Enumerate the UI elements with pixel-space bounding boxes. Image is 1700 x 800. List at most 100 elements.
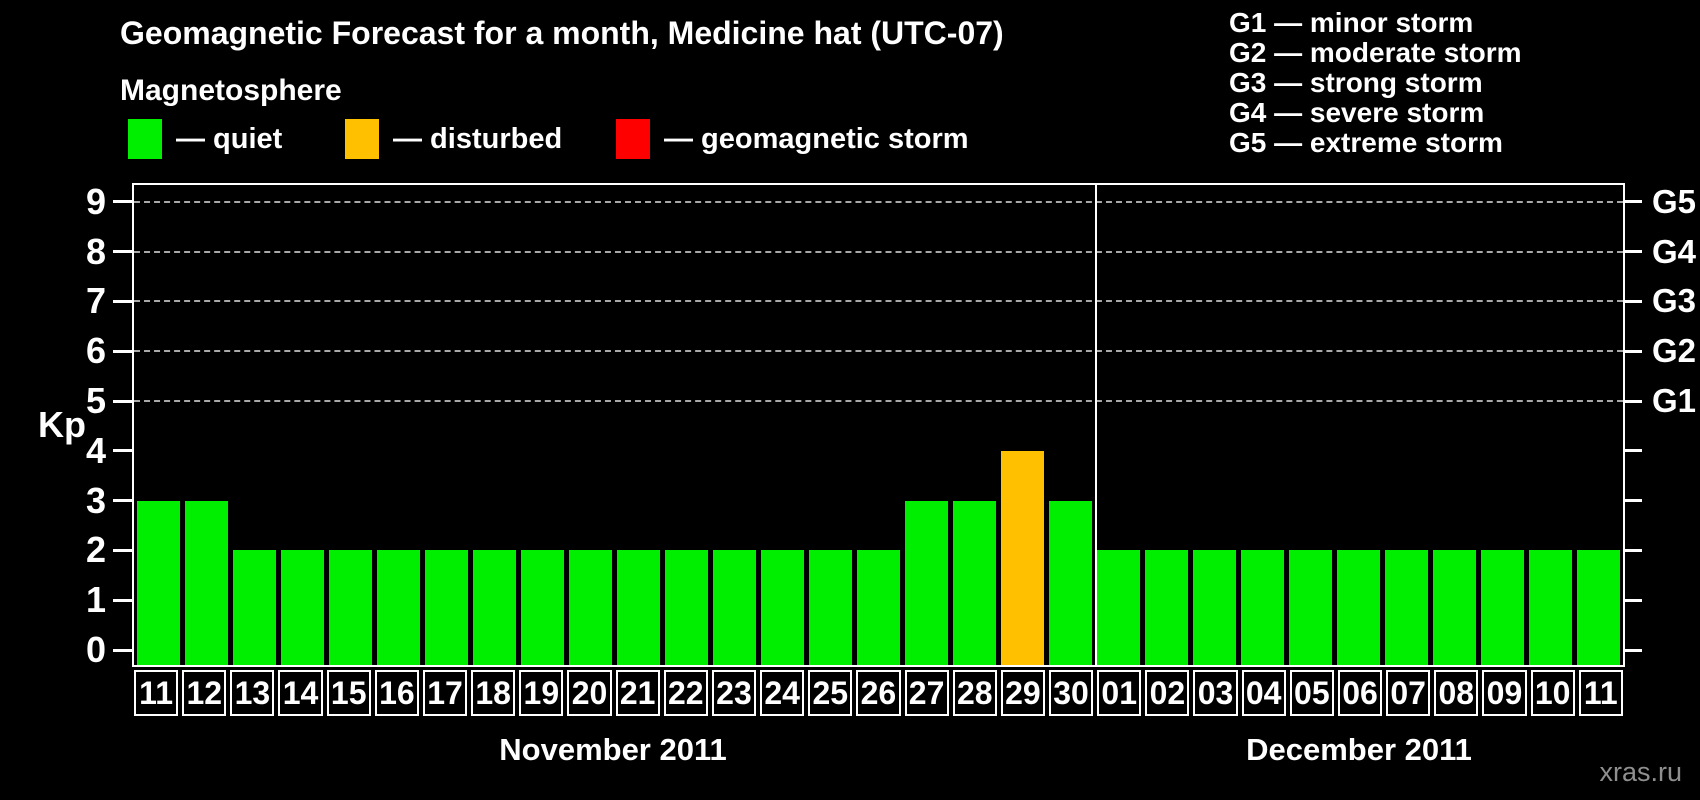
bar-november-13 <box>232 550 276 665</box>
bar-november-15 <box>328 550 372 665</box>
g-scale-legend-item-g3: G3 — strong storm <box>1229 67 1483 98</box>
y-axis-tick-3 <box>113 499 132 503</box>
y-axis-tick-8 <box>113 250 132 254</box>
right-axis-label-g4: G4 <box>1652 232 1697 270</box>
y-axis-tick-5 <box>113 399 132 403</box>
right-axis-label-g3: G3 <box>1652 282 1697 320</box>
day-label-december-03: 03 <box>1193 670 1238 716</box>
chart-title: Geomagnetic Forecast for a month, Medici… <box>120 15 1004 51</box>
day-label-november-17: 17 <box>422 670 468 716</box>
bar-december-06 <box>1337 550 1381 665</box>
legend-item-storm-label: — geomagnetic storm <box>664 122 969 155</box>
bar-november-23 <box>712 550 756 665</box>
legend-item-disturbed: — disturbed <box>345 119 562 159</box>
magnetosphere-legend-title: Magnetosphere <box>120 74 342 107</box>
day-label-november-13: 13 <box>230 670 275 716</box>
bar-november-12 <box>184 500 228 665</box>
right-axis-tick-2 <box>1623 548 1642 552</box>
right-axis-tick-5 <box>1623 399 1642 403</box>
bar-november-16 <box>376 550 420 665</box>
bar-december-10 <box>1529 550 1573 665</box>
day-label-december-09: 09 <box>1482 670 1527 716</box>
bar-november-22 <box>664 550 708 665</box>
y-axis-label-8: 8 <box>85 230 106 272</box>
bar-november-25 <box>808 550 852 665</box>
bar-november-11 <box>136 500 180 665</box>
bar-december-03 <box>1193 550 1237 665</box>
y-axis-label-4: 4 <box>85 429 106 471</box>
storm-color-swatch <box>616 119 650 159</box>
day-label-november-30: 30 <box>1048 670 1094 716</box>
disturbed-color-swatch <box>345 119 379 159</box>
day-label-november-11: 11 <box>134 670 179 716</box>
legend-item-quiet-label: — quiet <box>176 122 283 155</box>
bar-november-24 <box>760 550 804 665</box>
right-axis-label-g1: G1 <box>1652 382 1697 419</box>
day-label-december-07: 07 <box>1386 670 1431 716</box>
y-axis-label-7: 7 <box>85 280 106 322</box>
quiet-color-swatch <box>128 119 162 159</box>
bar-november-28 <box>953 500 997 665</box>
bar-november-14 <box>280 550 324 665</box>
g-scale-legend-item-g4: G4 — severe storm <box>1229 97 1485 128</box>
bars-row <box>134 185 1623 665</box>
right-axis-tick-0 <box>1623 648 1642 652</box>
bar-november-27 <box>905 500 949 665</box>
day-label-november-25: 25 <box>808 670 853 716</box>
y-axis-label-5: 5 <box>85 380 106 421</box>
right-axis-label-g5: G5 <box>1652 182 1697 220</box>
gridline-kp-7 <box>134 300 1623 303</box>
day-label-december-04: 04 <box>1241 670 1286 716</box>
gridline-kp-8 <box>134 250 1623 253</box>
day-label-november-22: 22 <box>663 670 708 716</box>
day-label-december-06: 06 <box>1337 670 1383 716</box>
right-axis-tick-6 <box>1623 349 1642 353</box>
bar-december-09 <box>1481 550 1525 665</box>
bar-december-08 <box>1433 550 1477 665</box>
bar-november-19 <box>520 550 564 665</box>
g-scale-legend: G1 — minor storm G2 — moderate storm G3 … <box>1229 8 1522 158</box>
month-label-november: November 2011 <box>499 732 727 767</box>
bar-december-07 <box>1385 550 1429 665</box>
day-label-december-11: 11 <box>1578 670 1623 716</box>
day-label-november-16: 16 <box>374 670 419 716</box>
day-label-december-01: 01 <box>1097 670 1142 716</box>
bar-december-01 <box>1097 550 1141 665</box>
bar-november-20 <box>568 550 612 665</box>
right-axis-tick-8 <box>1623 250 1642 254</box>
day-label-november-27: 27 <box>904 670 949 716</box>
day-label-december-05: 05 <box>1289 670 1334 716</box>
gridline-kp-6 <box>134 350 1623 353</box>
bar-december-04 <box>1241 550 1285 665</box>
right-axis-tick-1 <box>1623 598 1642 602</box>
plot-area <box>132 183 1625 667</box>
day-label-november-29: 29 <box>1000 670 1045 716</box>
bar-november-30 <box>1049 500 1093 665</box>
day-label-november-23: 23 <box>711 670 757 716</box>
day-label-december-08: 08 <box>1434 670 1479 716</box>
right-axis-tick-7 <box>1623 299 1642 303</box>
day-label-december-10: 10 <box>1530 670 1575 716</box>
day-label-november-19: 19 <box>519 670 564 716</box>
legend-item-disturbed-label: — disturbed <box>393 122 563 155</box>
y-axis-title: Kp <box>38 404 86 445</box>
watermark: xras.ru <box>1599 757 1682 787</box>
y-axis-label-0: 0 <box>85 629 106 670</box>
month-divider-line <box>1094 185 1097 665</box>
g-scale-legend-item-g2: G2 — moderate storm <box>1229 37 1522 68</box>
y-axis-tick-4 <box>113 449 132 453</box>
bar-november-26 <box>856 550 900 665</box>
bar-november-17 <box>424 550 468 665</box>
day-label-november-28: 28 <box>952 670 997 716</box>
day-label-november-24: 24 <box>760 670 805 716</box>
y-axis-tick-2 <box>113 548 132 552</box>
day-label-november-15: 15 <box>326 670 371 716</box>
bar-november-21 <box>616 550 660 665</box>
y-axis-tick-1 <box>113 598 132 602</box>
day-label-november-14: 14 <box>278 670 323 716</box>
y-axis-tick-0 <box>113 648 132 652</box>
y-axis-tick-7 <box>113 299 132 303</box>
legend-item-storm: — geomagnetic storm <box>616 119 969 159</box>
right-axis-tick-4 <box>1623 449 1642 453</box>
